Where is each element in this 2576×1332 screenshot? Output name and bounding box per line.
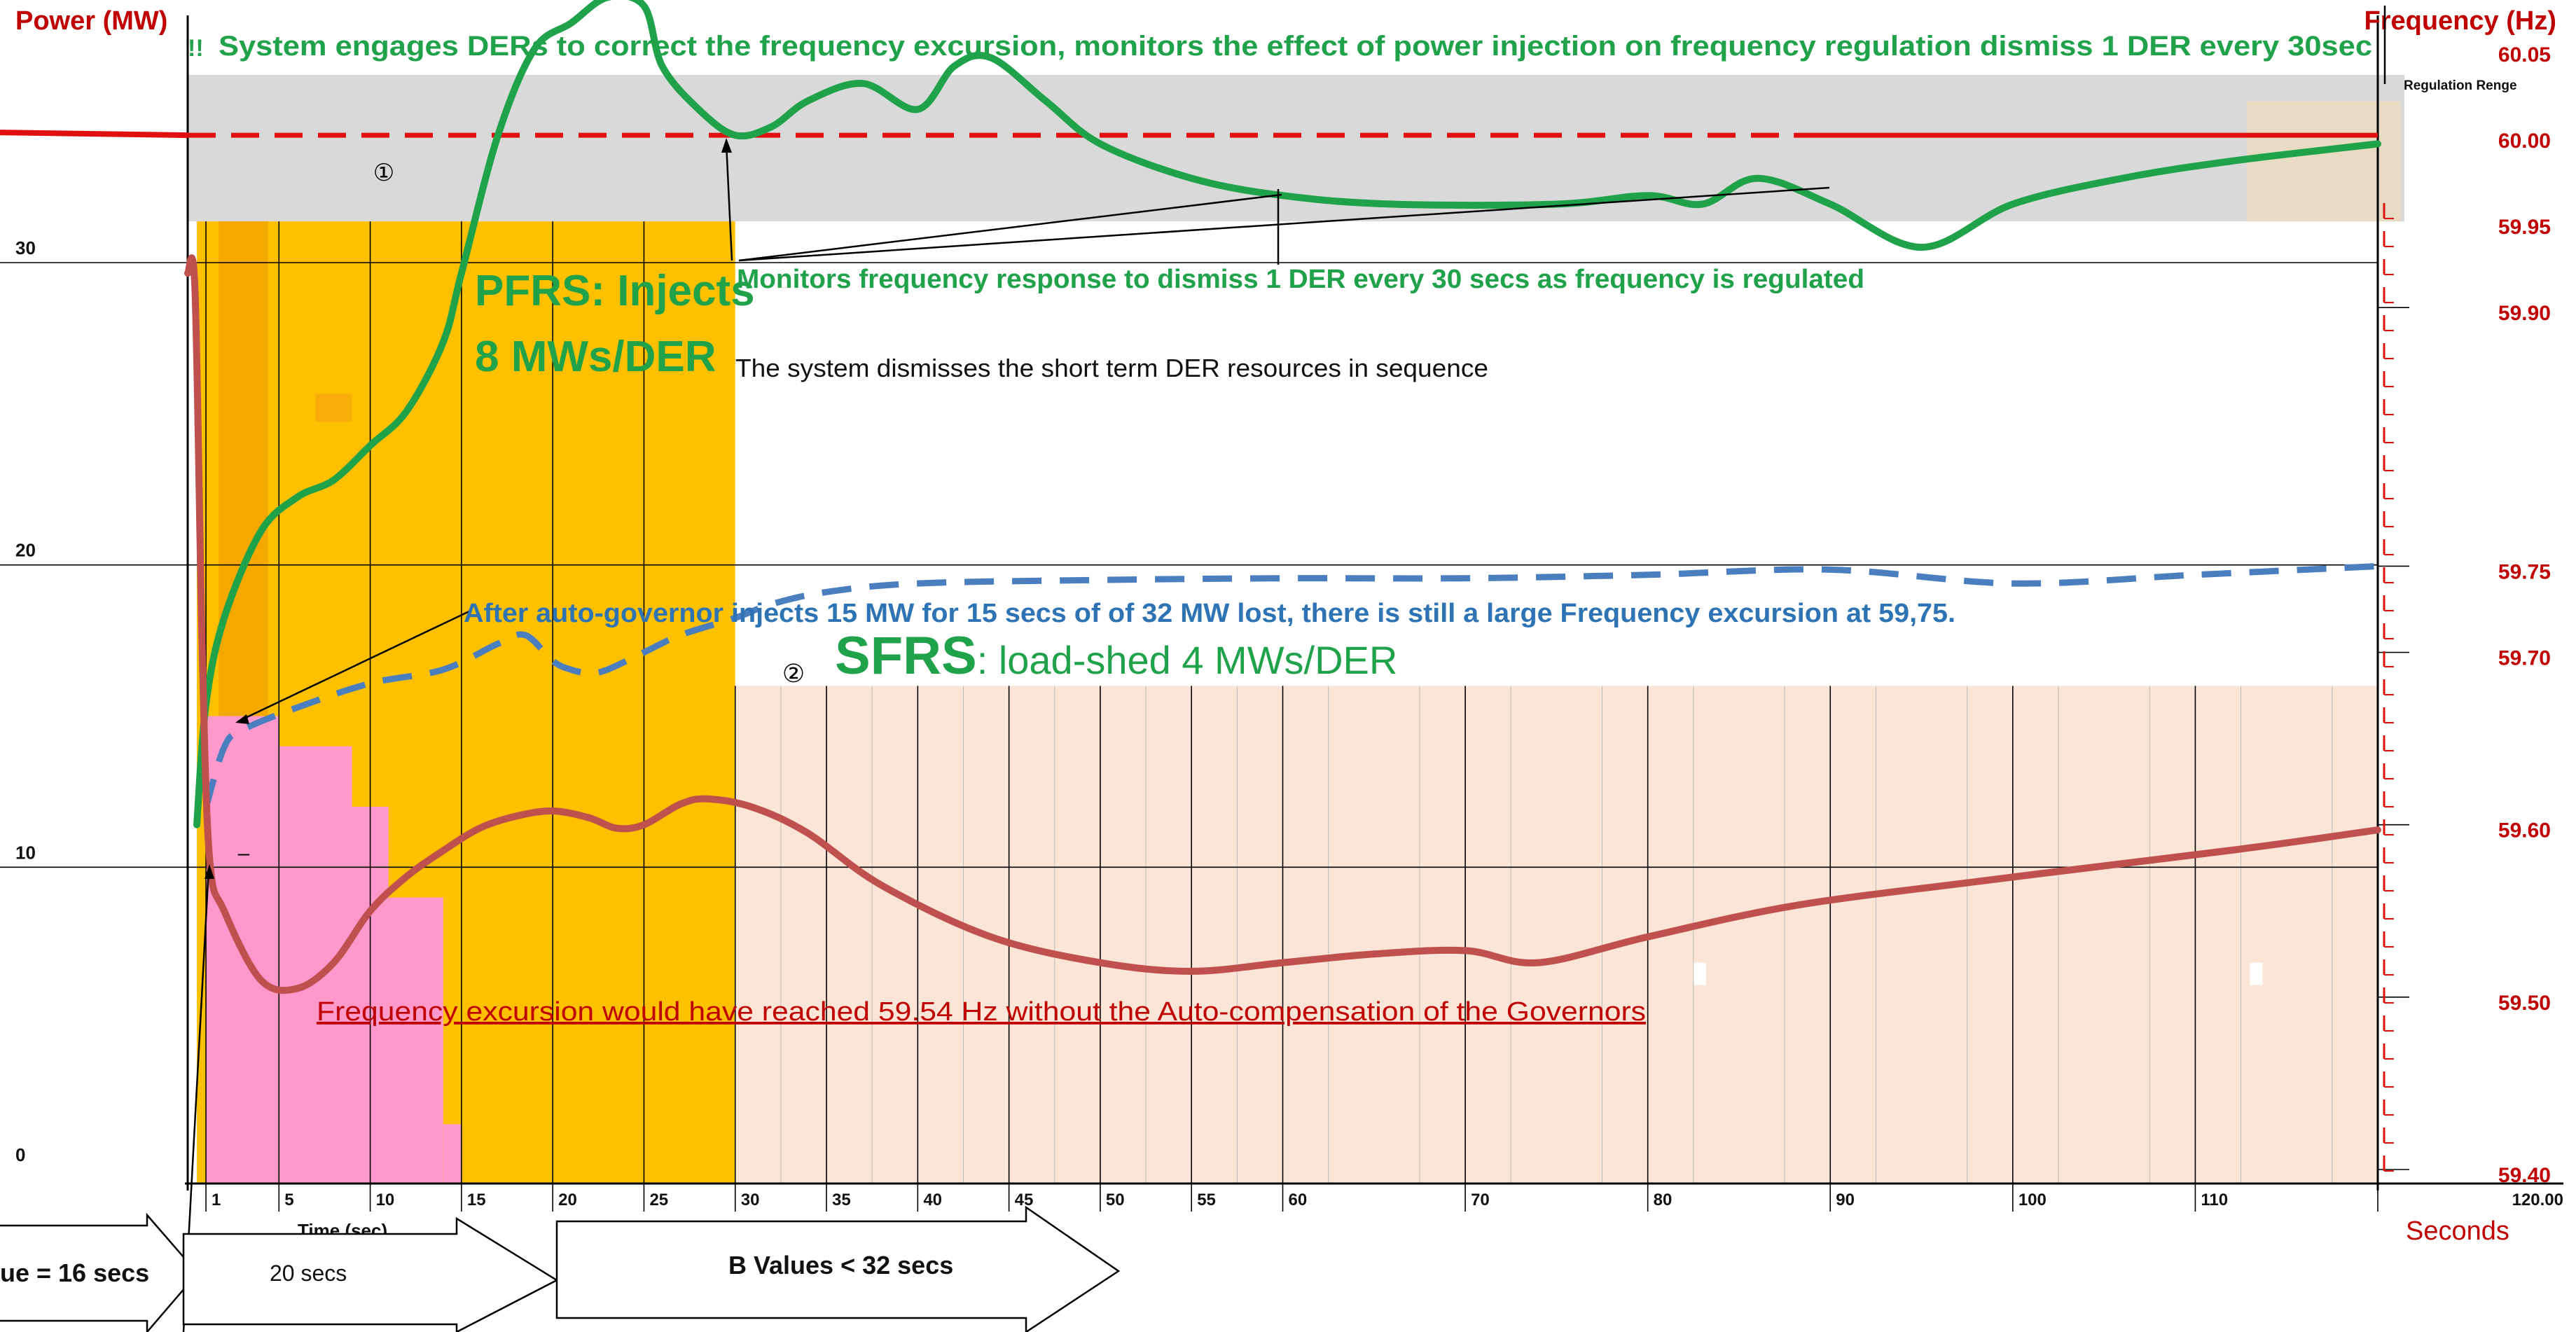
freq-tick-label: 59.70 xyxy=(2498,647,2551,670)
sfrs-label-rest: : load-shed 4 MWs/DER xyxy=(977,638,1398,682)
dismisses-annotation: The system dismisses the short term DER … xyxy=(735,354,1488,382)
annotation-arrowheads xyxy=(205,138,732,879)
block-arrow-middle xyxy=(182,1216,559,1332)
dash-mark: – xyxy=(238,842,250,865)
time-tick-label: 20 xyxy=(558,1191,577,1209)
right-axis-title: Frequency (Hz) xyxy=(2364,6,2556,36)
power-tick-label: 20 xyxy=(15,540,36,561)
freq-tick-label: 59.95 xyxy=(2498,216,2551,239)
monitors-annotation: Monitors frequency response to dismiss 1… xyxy=(737,265,1864,294)
sfrs-label: SFRS: load-shed 4 MWs/DER xyxy=(835,626,1397,686)
power-response-line xyxy=(202,563,2378,809)
time-tick-label: 35 xyxy=(832,1191,851,1209)
time-tick-label: 80 xyxy=(1654,1191,1673,1209)
freq-tick-label: 60.05 xyxy=(2498,43,2551,67)
left-axis-title: Power (MW) xyxy=(15,6,167,36)
time-tick-label: 55 xyxy=(1197,1191,1216,1209)
freq-tick-label: 59.60 xyxy=(2498,819,2551,842)
time-tick-label: 120.00 xyxy=(2512,1191,2563,1209)
annotation-line xyxy=(237,609,471,723)
pfrs-small-square xyxy=(315,394,352,422)
freq-tick-label: 59.40 xyxy=(2498,1164,2551,1187)
frequency-response-line xyxy=(193,0,2381,828)
time-tick-label: 30 xyxy=(741,1191,760,1209)
annotation-line xyxy=(738,186,1830,262)
tick-labels: 302010060.0560.0059.9559.9059.7559.7059.… xyxy=(15,43,2563,1209)
time-tick-label: 40 xyxy=(923,1191,942,1209)
x-axis-unit: Seconds xyxy=(2406,1216,2509,1246)
regulation-band-end-patch xyxy=(2247,101,2401,222)
arrowhead xyxy=(235,714,249,724)
block-arrow-left-label: ue = 16 secs xyxy=(0,1258,149,1287)
time-tick-label: 10 xyxy=(376,1191,395,1209)
freq-tick-label: 59.90 xyxy=(2498,302,2551,325)
annotation-line xyxy=(725,143,733,261)
white-marker xyxy=(2250,962,2263,985)
freq-tick-label: 59.75 xyxy=(2498,560,2551,583)
uncompensated-excursion-line xyxy=(184,254,2381,994)
time-tick-label: 45 xyxy=(1015,1191,1034,1209)
block-arrow-right xyxy=(555,1205,1121,1332)
arrowhead xyxy=(721,138,732,153)
time-tick-label: 110 xyxy=(2201,1191,2228,1209)
power-tick-label: 10 xyxy=(15,842,36,863)
annotation-line xyxy=(738,193,1282,262)
marker-1: ① xyxy=(373,160,394,186)
marker-2: ② xyxy=(782,659,805,688)
block-arrow-left xyxy=(0,1212,199,1332)
pfrs-label-line2: 8 MWs/DER xyxy=(475,333,716,381)
arrowhead xyxy=(205,864,214,879)
nominal-frequency-leadin xyxy=(0,130,188,139)
governor-step-bar xyxy=(388,897,443,1184)
time-tick-label: 90 xyxy=(1836,1191,1855,1209)
time-tick-label: 70 xyxy=(1471,1191,1490,1209)
block-arrow-middle-label: 20 secs xyxy=(270,1261,347,1286)
time-tick-label: 25 xyxy=(649,1191,668,1209)
sfrs-label-bold: SFRS xyxy=(835,626,977,686)
power-tick-label: 30 xyxy=(15,237,36,258)
freq-tick-label: 59.50 xyxy=(2498,992,2551,1015)
white-marker xyxy=(1693,962,1706,985)
governor-step-bar xyxy=(443,1124,462,1184)
top-banner-marker: !! xyxy=(188,35,204,62)
excursion-annotation: Frequency excursion would have reached 5… xyxy=(317,997,1646,1027)
freq-tick-label: 60.00 xyxy=(2498,130,2551,153)
right-axis-minor-ticks xyxy=(2383,203,2394,1172)
pfrs-label-line1: PFRS: Injects xyxy=(475,267,755,315)
time-tick-label: 100 xyxy=(2018,1191,2047,1209)
governor-step-bar xyxy=(279,746,352,1184)
top-banner-annotation: System engages DERs to correct the frequ… xyxy=(219,31,2372,62)
power-tick-label: 0 xyxy=(15,1144,25,1165)
time-tick-label: 15 xyxy=(467,1191,486,1209)
time-tick-label: 50 xyxy=(1106,1191,1125,1209)
time-block-arrows xyxy=(0,1205,1121,1332)
governor-step-bars xyxy=(206,716,462,1184)
time-tick-label: 60 xyxy=(1289,1191,1308,1209)
time-tick-label: 1 xyxy=(212,1191,221,1209)
time-tick-label: 5 xyxy=(284,1191,293,1209)
chart-axes xyxy=(185,15,2563,1212)
regulation-range-label: Regulation Renge xyxy=(2404,78,2517,93)
series-group xyxy=(0,0,2381,994)
block-arrow-right-label: B Values < 32 secs xyxy=(728,1251,953,1279)
governor-annotation: After auto-governor injects 15 MW for 15… xyxy=(464,599,1955,628)
